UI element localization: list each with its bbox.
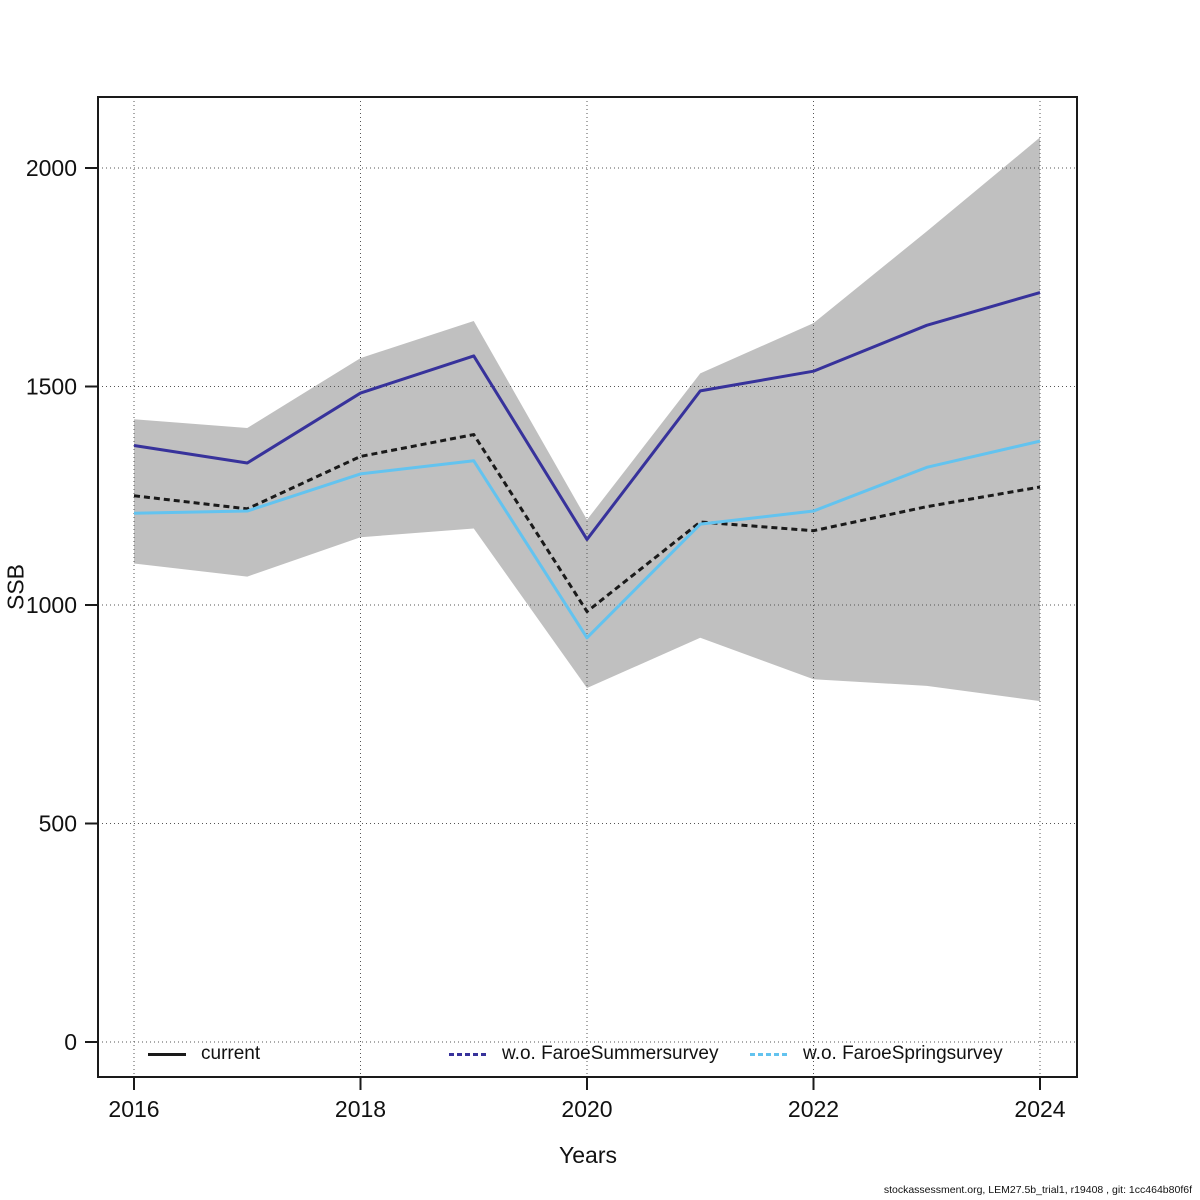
legend-item-wo-faroespringsurvey: w.o. FaroeSpringsurvey [750, 1040, 1003, 1068]
confidence-band [134, 137, 1040, 702]
legend-swatch-wo-faroespringsurvey [750, 1052, 788, 1056]
x-tick-label: 2020 [561, 1096, 612, 1122]
legend-label-current: current [201, 1043, 261, 1064]
x-axis-label: Years [559, 1142, 617, 1168]
series-line-0 [133, 433, 1041, 614]
stockassessment-footer-text: stockassessment.org, LEM27.5b_trial1, r1… [883, 1184, 1192, 1196]
x-tick-label: 2024 [1014, 1096, 1065, 1122]
series-line-2 [133, 439, 1041, 640]
x-tick-label: 2022 [788, 1096, 839, 1122]
legend-label-wo-faroespringsurvey: w.o. FaroeSpringsurvey [803, 1043, 1003, 1064]
y-tick-label: 2000 [26, 155, 77, 181]
y-tick-label: 1500 [26, 374, 77, 400]
y-axis-label: SSB [2, 563, 29, 611]
legend-item-current: current [148, 1040, 260, 1068]
series-line-1 [133, 291, 1041, 541]
legend-item-wo-faroesummersurvey: w.o. FaroeSummersurvey [449, 1040, 718, 1068]
legend-swatch-wo-faroesummersurvey [449, 1052, 487, 1056]
y-tick-label: 1000 [26, 592, 77, 618]
y-tick-label: 500 [39, 811, 77, 837]
legend-swatch-current [148, 1052, 186, 1056]
x-tick-label: 2018 [335, 1096, 386, 1122]
x-tick-label: 2016 [108, 1096, 159, 1122]
legend-label-wo-faroesummersurvey: w.o. FaroeSummersurvey [502, 1043, 719, 1064]
y-tick-label: 0 [64, 1029, 77, 1055]
legend: current w.o. FaroeSummersurvey w.o. Faro… [0, 1040, 1200, 1068]
